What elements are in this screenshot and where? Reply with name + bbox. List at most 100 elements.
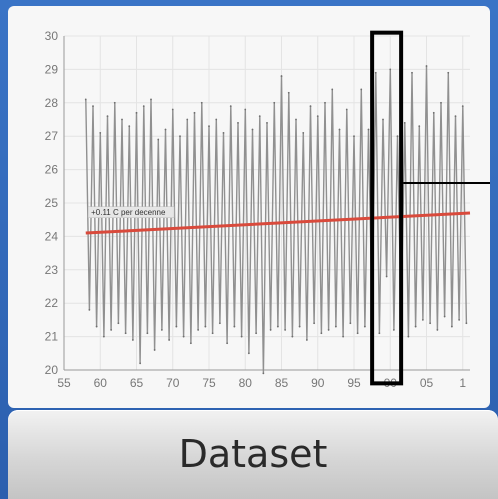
temperature-point [454,115,457,118]
temperature-point [88,308,91,311]
temperature-point [131,339,134,341]
temperature-point [360,88,363,91]
y-tick-label: 26 [45,163,59,177]
temperature-point [378,332,381,335]
temperature-point [218,322,221,325]
temperature-point [425,65,428,67]
y-tick-label: 20 [45,363,59,377]
temperature-point [403,121,406,124]
temperature-point [280,75,283,77]
temperature-point [171,108,174,111]
temperature-point [429,322,432,325]
temperature-point [182,335,185,338]
temperature-point [396,135,399,138]
temperature-point [233,325,236,328]
temperature-point [418,125,421,128]
temperature-point [421,319,424,321]
temperature-point [229,105,232,108]
temperature-point [262,372,265,375]
temperature-point [110,329,113,331]
y-tick-label: 23 [45,263,59,277]
temperature-point [367,128,370,131]
temperature-point [320,332,323,335]
x-tick-label: 65 [130,376,144,390]
temperature-point [440,101,442,104]
temperature-point [106,115,109,118]
chart-area: 20 21 22 23 24 25 26 27 28 29 30 55 60 65 70 75 80 85 90 95… [8,6,490,408]
temperature-point [99,131,102,134]
temperature-series-line [85,65,468,374]
temperature-point [186,118,189,121]
temperature-point [208,125,210,128]
temperature-point [150,98,152,101]
temperature-point [305,339,308,341]
temperature-point [342,335,345,338]
temperature-point [447,71,450,74]
temperature-point [168,339,171,341]
temperature-point [189,342,192,345]
temperature-point [193,111,196,114]
chart-series [84,65,471,375]
temperature-point [436,329,439,331]
temperature-point [197,329,200,331]
temperature-point [411,71,413,74]
temperature-point [389,68,392,71]
temperature-point [124,332,127,335]
temperature-point [247,352,250,355]
y-tick-label: 21 [45,330,59,344]
x-tick-label: 80 [239,376,253,390]
temperature-point [353,135,355,138]
chart-svg: 20 21 22 23 24 25 26 27 28 29 30 55 60 65 70 75 80 85 90 95… [45,29,490,390]
temperature-point [121,118,123,121]
temperature-point [302,131,305,134]
y-tick-label: 27 [45,129,59,143]
temperature-point [392,329,395,331]
x-tick-label: 95 [347,376,361,390]
temperature-point [117,322,120,325]
temperature-point [309,105,312,108]
temperature-point [139,362,142,365]
temperature-point [334,325,337,328]
temperature-point [175,325,178,328]
temperature-point [251,128,254,131]
x-tick-label: 90 [311,376,325,390]
temperature-point [298,325,301,328]
temperature-point [255,332,258,335]
temperature-point [128,125,131,128]
x-tick-label: 1 [459,376,466,390]
x-tick-label: 75 [202,376,216,390]
temperature-point [295,118,297,121]
temperature-point [338,128,341,131]
temperature-point [153,349,156,351]
temperature-point [414,325,417,328]
temperature-point [102,335,105,338]
temperature-point [215,118,218,121]
temperature-point [237,121,239,124]
temperature-point [407,335,410,338]
x-tick-label: 70 [166,376,180,390]
temperature-point [84,98,87,101]
temperature-point [226,342,229,345]
temperature-point [211,332,214,335]
temperature-point [258,115,261,118]
temperature-point [450,325,453,328]
temperature-point [179,135,181,138]
highlight-box [370,30,404,386]
y-tick-label: 28 [45,96,59,110]
temperature-point [222,131,225,134]
temperature-point [324,101,326,104]
temperature-point [273,101,276,104]
temperature-point [432,111,435,114]
temperature-point [382,118,384,121]
temperature-point [385,275,388,278]
temperature-point [204,325,207,328]
temperature-point [160,329,163,331]
dataset-label: Dataset [178,432,328,476]
temperature-point [363,325,366,328]
temperature-point [157,138,160,141]
dataset-button[interactable]: Dataset [8,410,498,499]
chart-annotations: +0.11 C per decenne [87,206,175,218]
temperature-point [113,101,116,104]
x-tick-label: 85 [275,376,289,390]
temperature-point [146,332,149,335]
